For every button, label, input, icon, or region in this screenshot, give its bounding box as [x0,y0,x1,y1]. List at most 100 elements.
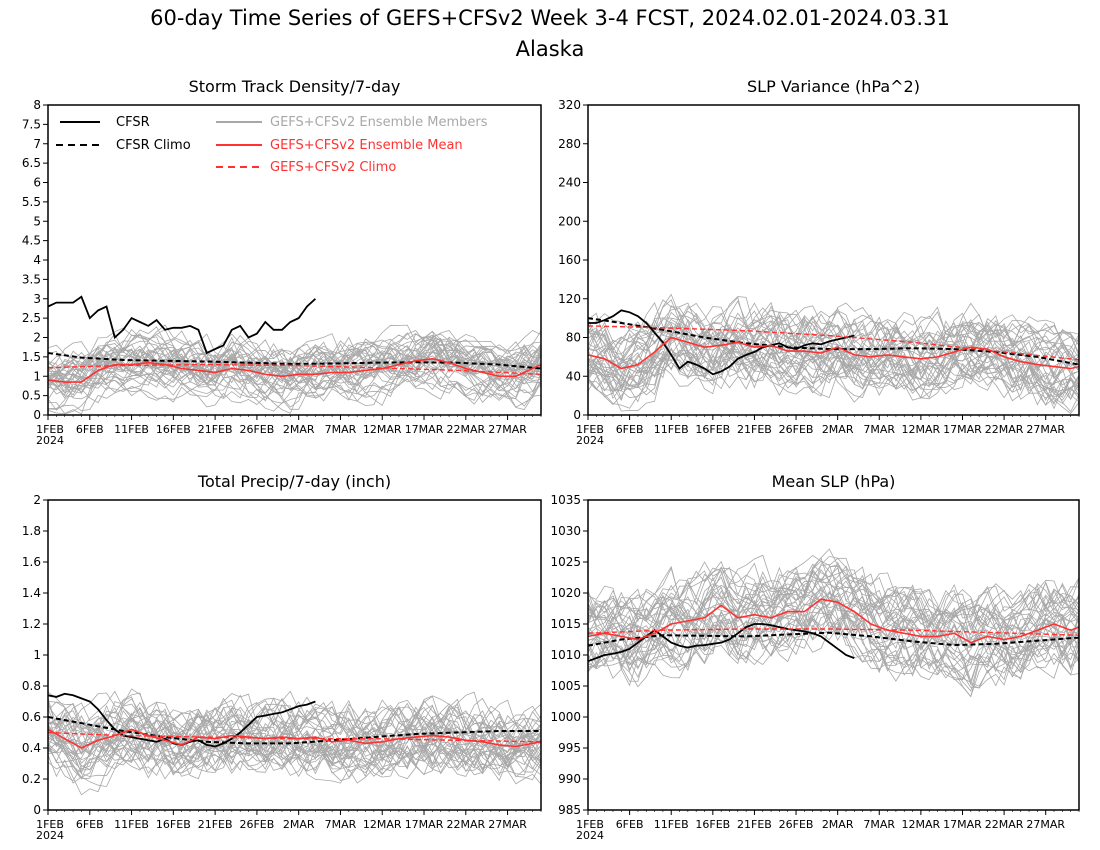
y-tick-label: 2.5 [22,311,41,325]
y-tick-label: 120 [558,292,581,306]
x-tick-label: 11FEB [114,423,149,436]
x-tick-label: 26FEB [239,818,274,831]
legend-cfsr-climo-label: CFSR Climo [116,138,191,153]
ensemble-member-line [48,732,541,782]
ensemble-member-line [588,345,1079,413]
x-tick-label: 11FEB [654,423,689,436]
ensemble-member-line [48,736,541,781]
ensemble-member-line [48,735,541,796]
ensemble-member-line [588,315,1079,372]
plot-area [48,295,541,415]
series-cfsr [48,295,317,355]
x-tick-label: 7MAR [863,423,895,436]
x-tick-label: 2MAR [283,423,315,436]
ensemble-member-line [48,697,541,746]
x-tick-label: 1FEB [576,818,604,831]
x-tick-label: 2MAR [822,818,854,831]
ensemble-member-line [588,563,1079,627]
panel-total-precip: Total Precip/7-day (inch)00.20.40.60.811… [22,472,542,842]
ensemble-member-line [588,565,1079,648]
ensemble-member-line [588,305,1079,368]
ensemble-member-line [48,723,541,777]
ensemble-member-line [588,314,1079,374]
ensemble-member-line [588,322,1079,386]
x-year-label: 2024 [576,829,604,842]
x-tick-label: 21FEB [737,818,772,831]
x-tick-label: 27MAR [488,423,527,436]
x-tick-label: 11FEB [114,818,149,831]
x-tick-label: 26FEB [779,423,814,436]
y-tick-label: 0 [33,408,41,422]
x-tick-label: 12MAR [902,818,941,831]
y-tick-label: 2 [33,493,41,507]
panel-slp-variance: SLP Variance (hPa^2) 0 40 80 120 160 200 240 280… [558,77,1080,447]
y-tick-label: 1.5 [22,350,41,364]
ensemble-member-line [48,727,541,781]
y-tick-label: 80 [566,331,581,345]
y-tick-label: 1025 [550,555,581,569]
ensemble-member-line [588,577,1079,669]
figure-title-line2: Alaska [516,37,585,61]
y-tick-label: 0.5 [22,389,41,403]
x-tick-label: 12MAR [363,818,402,831]
ensemble-member-line [48,337,541,384]
y-tick-label: 1005 [550,679,581,693]
ensemble-member-line [588,588,1079,663]
y-tick-label: 200 [558,214,581,228]
ensemble-member-line [48,702,541,742]
series-gefs-cfsv2-ensemble-mean [588,598,1079,644]
ensemble-member-line [48,328,541,383]
legend-members-label: GEFS+CFSv2 Ensemble Members [270,115,488,130]
ensemble-member-line [588,293,1079,355]
ensemble-member-line [48,708,541,757]
series-cfsr-climo [48,716,541,745]
ensemble-member-line [48,326,541,376]
x-tick-label: 22MAR [446,423,485,436]
y-tick-label: 1035 [550,493,581,507]
x-tick-label: 2MAR [822,423,854,436]
y-tick-label: 3 [33,292,41,306]
x-tick-label: 6FEB [616,423,644,436]
legend-model-climo-label: GEFS+CFSv2 Climo [270,160,396,175]
ensemble-member-line [588,351,1079,412]
y-tick-label: 40 [566,369,581,383]
ensemble-member-line [588,590,1079,651]
y-tick-label: 1.6 [22,555,41,569]
y-tick-label: 7 [33,137,41,151]
x-tick-label: 21FEB [737,423,772,436]
x-tick-label: 6FEB [616,818,644,831]
y-tick-label: 1020 [550,586,581,600]
ensemble-member-line [48,330,541,369]
series-gefs-cfsv2-ensemble-mean [588,336,1079,370]
y-tick-label: 1 [33,369,41,383]
ensemble-member-line [48,341,541,377]
x-tick-label: 17MAR [943,818,982,831]
y-tick-label: 8 [33,98,41,112]
ensemble-member-line [588,554,1079,637]
x-tick-label: 2MAR [283,818,315,831]
x-tick-label: 16FEB [156,818,191,831]
y-tick-label: 990 [558,772,581,786]
legend-mean-label: GEFS+CFSv2 Ensemble Mean [270,138,463,153]
series-gefs-cfsv2-climo [588,628,1079,636]
y-tick-label: 1000 [550,710,581,724]
panel-title: Total Precip/7-day (inch) [197,472,391,491]
x-tick-label: 27MAR [1026,423,1065,436]
ensemble-member-line [48,371,541,415]
ensemble-member-line [48,692,541,741]
x-tick-label: 26FEB [239,423,274,436]
ensemble-member-line [48,341,541,383]
x-tick-label: 1FEB [36,818,64,831]
ensemble-member-line [588,561,1079,626]
plot-area [48,688,541,796]
x-year-label: 2024 [576,434,604,447]
y-tick-label: 1.8 [22,524,41,538]
ensemble-member-line [588,557,1079,631]
x-tick-label: 21FEB [198,423,233,436]
x-tick-label: 22MAR [985,818,1024,831]
y-tick-label: 6 [33,176,41,190]
series-gefs-cfsv2-climo [588,325,1079,361]
figure-title-line1: 60-day Time Series of GEFS+CFSv2 Week 3-… [150,6,950,30]
x-tick-label: 12MAR [902,423,941,436]
